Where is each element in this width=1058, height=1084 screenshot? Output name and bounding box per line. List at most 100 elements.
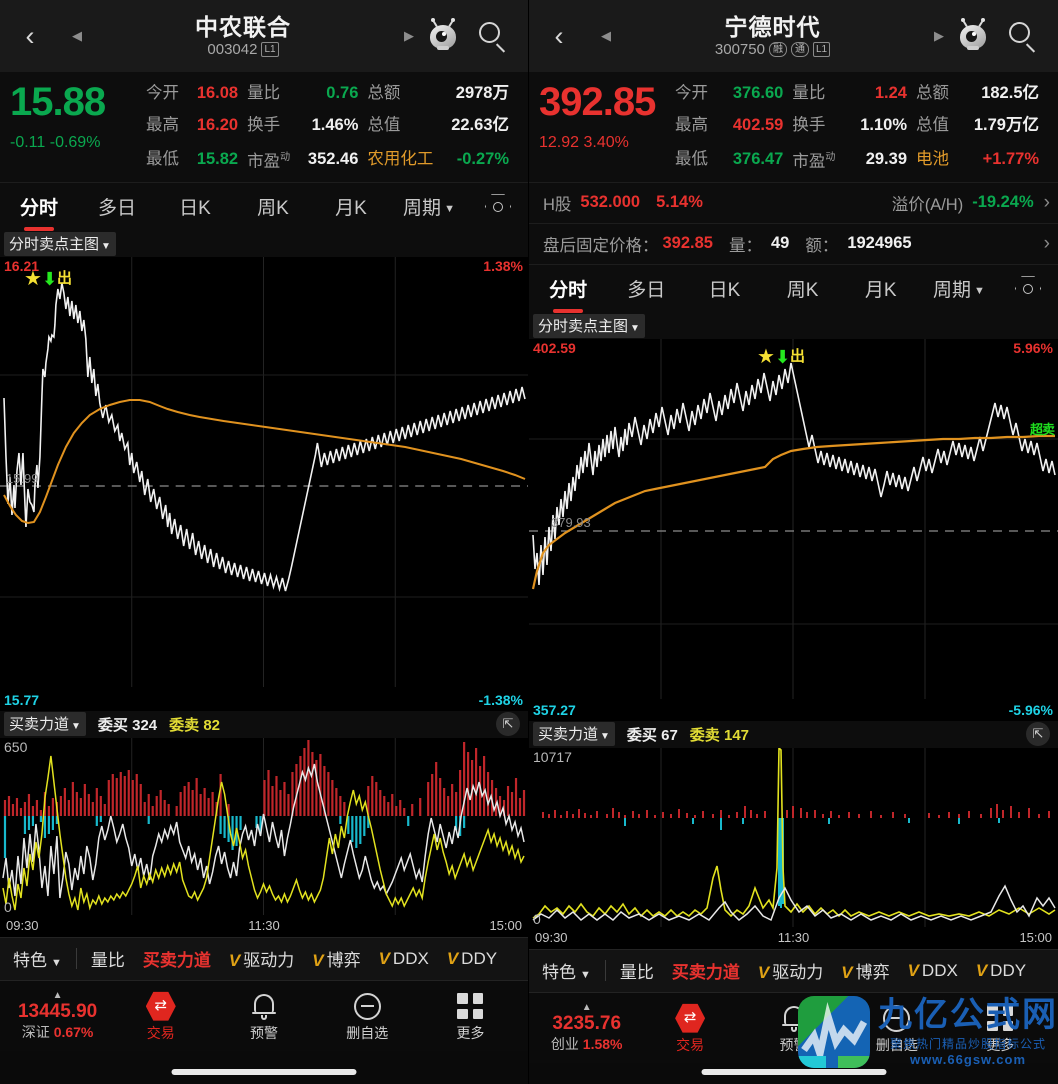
quote-label: 最高 [146, 116, 179, 134]
remove-watchlist-button[interactable]: 删自选 [316, 990, 419, 1043]
tab-weekk[interactable]: 周K [786, 280, 819, 301]
hex-settings-icon[interactable] [468, 194, 528, 220]
indicator-qudongli[interactable]: V 驱动力 [757, 963, 824, 982]
grid-more-icon [457, 993, 484, 1020]
market-index-widget[interactable]: ▲ 13445.90 深证 0.67% [6, 991, 109, 1041]
indicator-group-dropdown[interactable]: 特色 ▼ [542, 963, 591, 982]
robot-mascot-icon[interactable] [426, 18, 460, 53]
tab-period-dropdown[interactable]: 周期 ▼ [932, 280, 985, 301]
quote-block: 15.88 -0.11 -0.69% 今开 16.08 量比 0.76 总额 2… [0, 72, 528, 182]
trade-button[interactable]: ⇄ 交易 [638, 1002, 741, 1055]
indicator-ddy[interactable]: V DDY [975, 960, 1027, 980]
sector-label[interactable]: 电池 [916, 150, 949, 169]
sub-indicator-selector[interactable]: 买卖力道 ▼ [4, 712, 86, 736]
tab-duori[interactable]: 多日 [627, 280, 666, 301]
price-chart-svg: 379.93 [529, 338, 1058, 699]
premium-label: 溢价(A/H) [891, 195, 964, 214]
tab-duori[interactable]: 多日 [97, 198, 136, 219]
buy-sell-power-chart[interactable]: 650 0 [0, 737, 528, 915]
stock-title: 中农联合 003042 L1 [94, 14, 392, 58]
chevron-right-icon[interactable]: › [1043, 191, 1050, 213]
after-hours-row[interactable]: 盘后固定价格： 392.85 量： 49 额： 1924965 › [529, 222, 1058, 264]
connect-tag: 通 [790, 42, 809, 58]
indicator-ddx[interactable]: V DDX [378, 948, 429, 968]
quote-label: 总值 [916, 116, 949, 134]
quote-value: 16.20 [196, 116, 239, 134]
tab-dayk[interactable]: 日K [708, 280, 741, 301]
expand-icon[interactable]: ⇱ [496, 712, 520, 736]
indicator-boyi[interactable]: V 博弈 [312, 951, 361, 970]
quote-block: 392.85 12.92 3.40% 今开 376.60 量比 1.24 总额 … [529, 72, 1058, 182]
tab-fenshi[interactable]: 分时 [0, 193, 78, 231]
sub-chart-axis-labels: 357.27 -5.96% [529, 698, 1058, 721]
main-indicator-selector[interactable]: 分时卖点主图 ▼ [533, 313, 645, 338]
next-stock-icon[interactable]: ▶ [934, 28, 944, 43]
next-stock-icon[interactable]: ▶ [404, 28, 414, 43]
tab-monthk[interactable]: 月K [335, 198, 367, 219]
more-button[interactable]: 更多 [949, 1002, 1052, 1055]
home-indicator[interactable] [701, 1069, 886, 1075]
back-button[interactable]: ‹ [25, 20, 35, 51]
search-icon[interactable] [1008, 21, 1038, 53]
tab-period-dropdown[interactable]: 周期 ▼ [403, 198, 455, 219]
chart-period-tabs: 分时 多日 日K 周K 月K 周期 ▼ [0, 181, 528, 231]
indicator-liangbi[interactable]: 量比 [90, 951, 125, 970]
chart-logo-glyph [798, 1002, 870, 1068]
indicator-liangbi[interactable]: 量比 [619, 963, 654, 982]
indicator-qudongli[interactable]: V 驱动力 [228, 951, 295, 970]
time-label-open: 09:30 [535, 930, 568, 945]
sector-change: -0.27% [456, 150, 509, 169]
prev-stock-icon[interactable]: ◀ [72, 28, 82, 43]
more-label: 更多 [456, 1025, 485, 1042]
market-index-widget[interactable]: ▲ 3235.76 创业 1.58% [535, 1003, 638, 1053]
bell-icon [252, 993, 276, 1020]
price-line [3, 282, 526, 592]
indicator-maimailidao[interactable]: 买卖力道 [671, 963, 740, 982]
level-tag: L1 [812, 42, 831, 58]
h-share-row[interactable]: H股 532.000 5.14% 溢价(A/H) -19.24% › [529, 181, 1058, 223]
search-icon[interactable] [478, 21, 508, 53]
home-indicator[interactable] [171, 1069, 357, 1075]
price-chart[interactable]: 402.59 5.96% ★ ⬇ 出 超卖 379.93 [529, 338, 1058, 699]
quote-label: 总额 [916, 84, 949, 102]
sub-indicator-selector[interactable]: 买卖力道 ▼ [533, 722, 615, 746]
main-indicator-selector[interactable]: 分时卖点主图 ▼ [4, 231, 116, 256]
index-value: 3235.76 [552, 1013, 622, 1035]
stock-name: 宁德时代 [724, 13, 821, 40]
indicator-maimailidao[interactable]: 买卖力道 [142, 951, 211, 970]
indicator-group-dropdown[interactable]: 特色 ▼ [13, 951, 62, 970]
sector-label[interactable]: 农用化工 [367, 150, 434, 169]
robot-mascot-icon[interactable] [956, 18, 990, 53]
buy-sell-power-svg [532, 747, 1056, 927]
quote-label: 总值 [367, 116, 401, 134]
tab-monthk[interactable]: 月K [864, 280, 897, 301]
h-share-pct: 5.14% [656, 193, 703, 211]
expand-icon[interactable]: ⇱ [1026, 722, 1050, 746]
hex-settings-icon[interactable] [998, 276, 1058, 302]
avg-price-line [3, 398, 526, 524]
alert-button[interactable]: 预警 [212, 990, 315, 1043]
site-logo-badge: 九亿公式网 聚焦热门精品炒股指标公式 www.66gsw.com [798, 996, 1058, 1068]
quote-value: 2978万 [455, 84, 509, 102]
tab-fenshi[interactable]: 分时 [529, 275, 607, 313]
tab-dayk[interactable]: 日K [179, 198, 211, 219]
prev-close-label: 15.99 [6, 470, 38, 485]
trade-button[interactable]: ⇄ 交易 [109, 990, 212, 1043]
price-chart[interactable]: 16.21 1.38% ★ ⬇ 出 15.99 [0, 256, 528, 687]
time-label-mid: 11:30 [248, 918, 280, 933]
indicator-ddx[interactable]: V DDX [907, 960, 958, 980]
time-label-open: 09:30 [6, 918, 39, 933]
quote-grid: 今开 16.08 量比 0.76 总额 2978万 最高 16.20 换手 1.… [146, 78, 518, 178]
back-button[interactable]: ‹ [554, 20, 564, 51]
remove-watchlist-button[interactable]: 删自选 [845, 1002, 948, 1055]
buy-sell-power-chart[interactable]: 10717 0 [529, 747, 1058, 927]
indicator-boyi[interactable]: V 博弈 [841, 963, 890, 982]
tab-weekk[interactable]: 周K [257, 198, 289, 219]
main-chart-header: 分时卖点主图 ▼ [0, 230, 528, 257]
prev-stock-icon[interactable]: ◀ [601, 28, 611, 43]
indicator-ddy[interactable]: V DDY [446, 948, 498, 968]
trade-label: 交易 [676, 1037, 705, 1054]
chevron-right-icon[interactable]: › [1043, 232, 1050, 254]
more-button[interactable]: 更多 [419, 990, 522, 1043]
last-price: 392.85 [539, 80, 656, 124]
